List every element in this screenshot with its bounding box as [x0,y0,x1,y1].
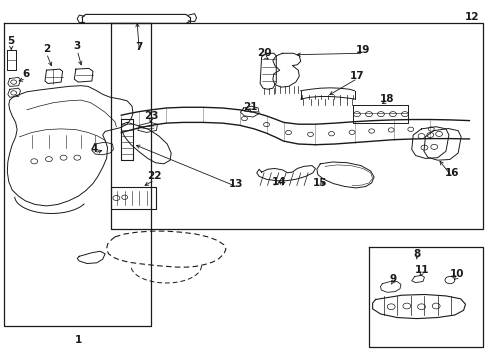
Text: 3: 3 [74,41,81,51]
Text: 7: 7 [135,42,143,52]
Text: 6: 6 [22,69,29,79]
Text: 9: 9 [389,274,396,284]
Text: 13: 13 [228,179,243,189]
Text: 18: 18 [379,94,393,104]
Text: 1: 1 [75,335,81,345]
Text: 21: 21 [242,102,257,112]
Text: 4: 4 [90,144,98,154]
Text: 15: 15 [312,178,327,188]
Text: 12: 12 [464,12,478,22]
Text: 20: 20 [257,48,271,58]
Text: 8: 8 [413,249,420,259]
Text: 17: 17 [349,71,364,81]
Text: 11: 11 [414,265,429,275]
Text: 5: 5 [8,36,15,46]
Text: 10: 10 [448,269,463,279]
Text: 14: 14 [271,177,286,187]
Text: 23: 23 [143,111,158,121]
Text: 19: 19 [355,45,370,55]
Text: 2: 2 [43,44,50,54]
Text: 22: 22 [147,171,162,181]
Text: 16: 16 [444,168,458,178]
